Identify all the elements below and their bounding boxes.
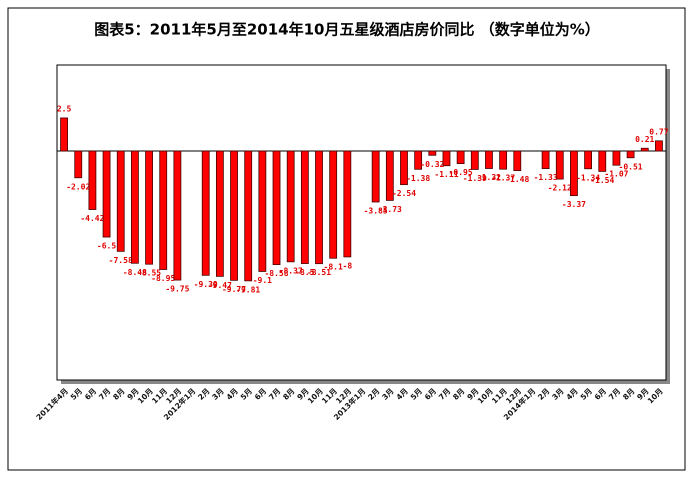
- bar: [159, 150, 168, 270]
- value-label: -8.48: [123, 268, 147, 277]
- chart-title: 图表5：2011年5月至2014年10月五星级酒店房价同比 （数字单位为%）: [94, 21, 600, 39]
- value-label: -2.12: [548, 184, 572, 193]
- value-label: -1.34: [576, 173, 600, 182]
- value-label: -9.75: [165, 285, 189, 294]
- value-label: -7.58: [109, 256, 133, 265]
- bar: [300, 150, 309, 264]
- bar: [555, 150, 564, 180]
- value-label: -0.95: [449, 168, 473, 177]
- value-label: -9.77: [222, 285, 246, 294]
- bar: [640, 147, 649, 152]
- bar: [655, 140, 663, 152]
- value-label: -1.54: [590, 176, 614, 185]
- value-label: -2.02: [66, 182, 90, 191]
- bar: [499, 150, 508, 170]
- value-label: 0.21: [635, 135, 654, 144]
- value-label: -2.54: [392, 189, 416, 198]
- value-label: -4.42: [80, 214, 104, 223]
- bar: [513, 150, 522, 172]
- value-label: -8.55: [137, 269, 161, 278]
- value-label: -3.37: [562, 200, 586, 209]
- value-label: -8.37: [279, 266, 303, 275]
- bar: [145, 150, 153, 265]
- bar: [485, 150, 493, 169]
- plot-area: [56, 64, 667, 381]
- bar: [116, 150, 125, 252]
- bar: [102, 150, 111, 238]
- value-label: -1.48: [505, 175, 529, 184]
- bar: [385, 150, 394, 201]
- bar: [541, 150, 550, 170]
- bar: [343, 150, 352, 258]
- bar: [400, 150, 408, 186]
- value-label: 2.5: [57, 104, 72, 113]
- value-label: -1.39: [463, 174, 487, 183]
- bar: [329, 150, 338, 259]
- bar: [88, 150, 97, 210]
- value-label: -0.32: [420, 160, 444, 169]
- value-label: -8.1: [324, 263, 343, 272]
- bar: [258, 150, 267, 272]
- bar: [60, 117, 68, 152]
- bar: [286, 150, 295, 263]
- bar: [371, 150, 380, 203]
- bar: [584, 150, 593, 170]
- bar: [570, 150, 578, 197]
- bar: [612, 150, 621, 166]
- value-label: -1.37: [491, 174, 515, 183]
- bar: [74, 150, 83, 179]
- bar: [201, 150, 210, 276]
- bar: [315, 150, 323, 265]
- value-label: -8.95: [151, 274, 175, 283]
- value-label: -9.39: [194, 280, 218, 289]
- value-label: -8.5: [295, 268, 314, 277]
- value-label: -1.07: [604, 170, 628, 179]
- value-label: -0.51: [619, 162, 643, 171]
- bar: [428, 150, 437, 156]
- bar: [215, 150, 224, 277]
- bar: [244, 150, 253, 282]
- bar: [470, 150, 479, 170]
- value-label: -8.58: [264, 269, 288, 278]
- value-label: -9.1: [253, 276, 272, 285]
- bar: [414, 150, 423, 170]
- value-label: 0.77: [649, 127, 668, 136]
- bar: [442, 150, 451, 167]
- value-label: -1.33: [534, 173, 558, 182]
- value-label: -1.38: [406, 174, 430, 183]
- value-label: -9.47: [208, 281, 232, 290]
- value-label: -1.11: [434, 170, 458, 179]
- bar: [272, 150, 281, 265]
- value-label: -3.73: [378, 205, 402, 214]
- bar: [626, 150, 635, 159]
- bar: [598, 150, 607, 172]
- value-label: -9.81: [236, 285, 260, 294]
- bar: [230, 150, 238, 281]
- value-label: -8: [343, 261, 353, 270]
- value-label: -1.32: [477, 173, 501, 182]
- value-label: -6.5: [97, 242, 116, 251]
- value-label: -3.85: [364, 206, 388, 215]
- bar: [456, 150, 465, 165]
- bar: [173, 150, 182, 281]
- value-label: -8.51: [307, 268, 331, 277]
- bar: [130, 150, 139, 264]
